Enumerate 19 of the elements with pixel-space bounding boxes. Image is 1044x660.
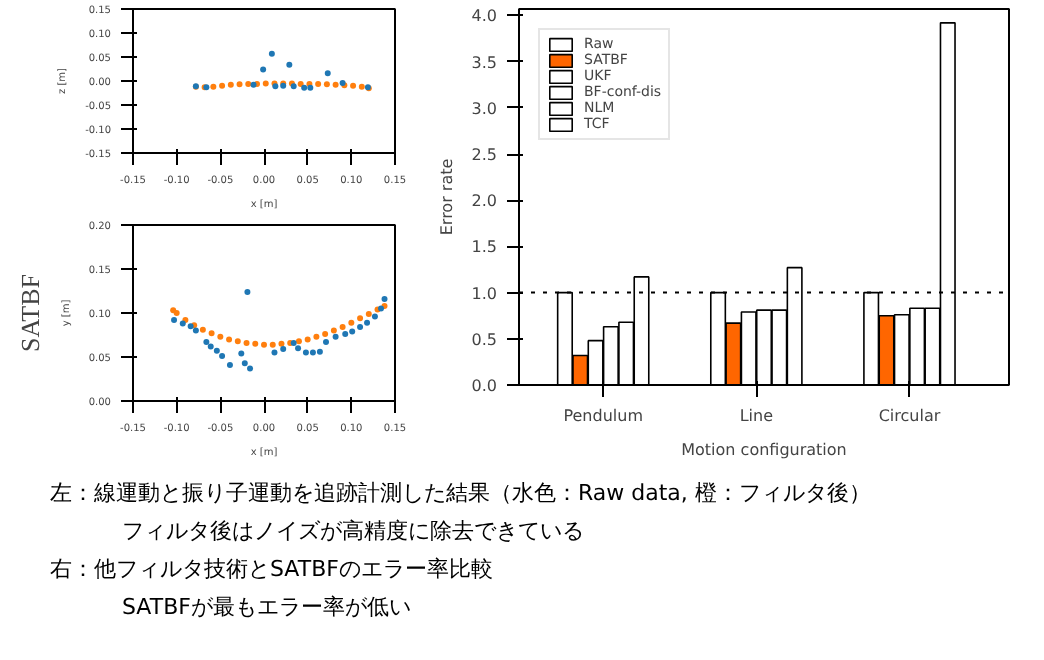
y-tick-label: 0.0 — [471, 377, 498, 395]
y-tick-label: 0.5 — [471, 330, 498, 349]
y-tick-label: 3.0 — [471, 99, 498, 118]
y-tick-label: 2.5 — [471, 146, 498, 165]
y-tick-label: 1.0 — [471, 284, 498, 303]
y-tick-label: 3.5 — [471, 53, 498, 72]
x-tick-label: Pendulum — [563, 407, 644, 425]
y-tick-label: 1.5 — [471, 238, 498, 257]
x-tick-label: Line — [739, 407, 774, 425]
text: 右：他フィルタ技術とSATBFのエラー率比較 — [50, 554, 495, 586]
text: 左：線運動と振り子運動を追跡計測した結果（水色：Raw data, 橙：フィルタ後） — [50, 478, 871, 510]
text: SATBFが最もエラー率が低い — [122, 592, 413, 624]
y-axis-title: Error rate — [437, 158, 456, 236]
x-axis-title: Motion configuration — [681, 441, 847, 459]
y-tick-label: 2.0 — [471, 192, 498, 211]
text: フィルタ後はノイズが高精度に除去できている — [122, 516, 586, 548]
y-tick-label: 4.0 — [471, 7, 498, 26]
x-tick-label: Circular — [878, 407, 942, 425]
text: SATBF — [15, 273, 45, 353]
